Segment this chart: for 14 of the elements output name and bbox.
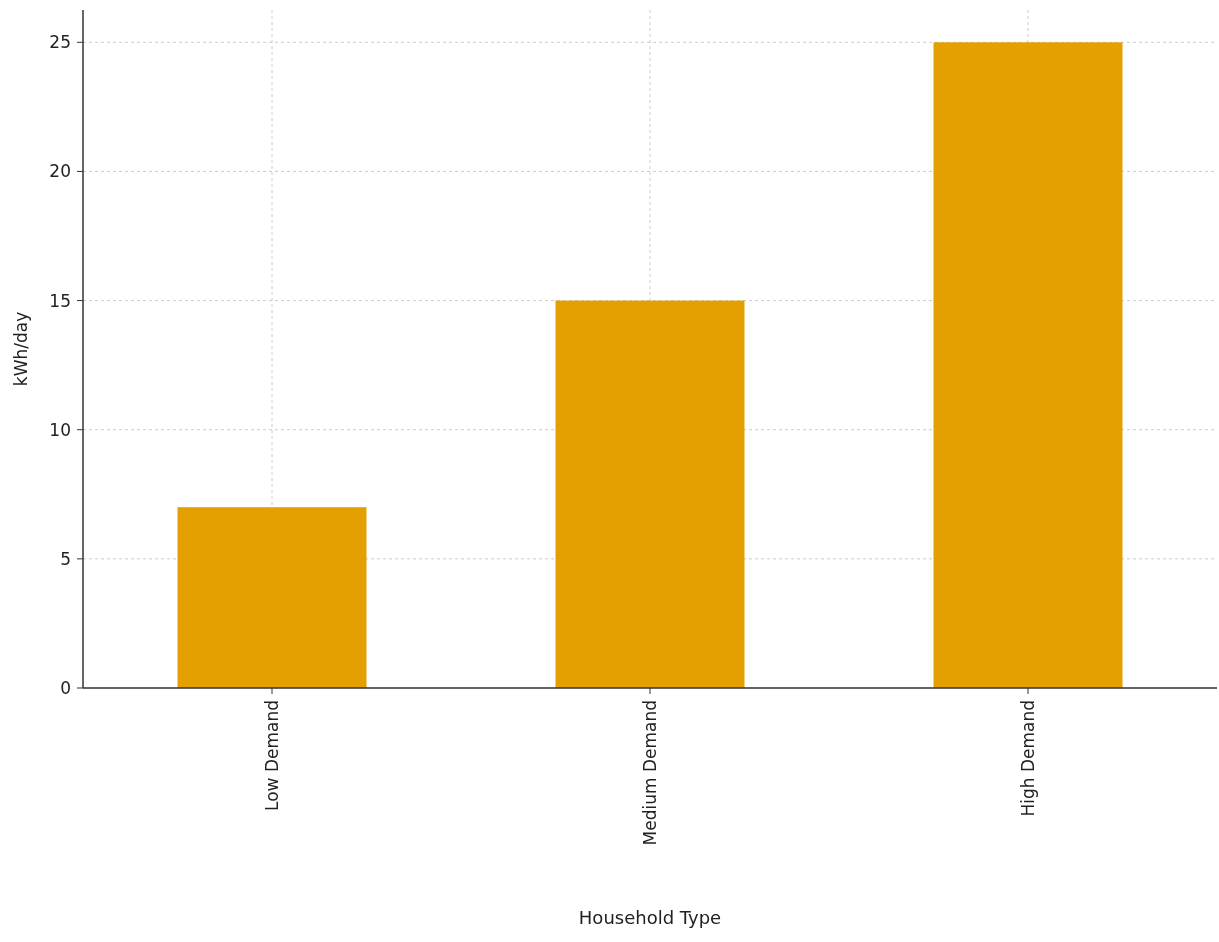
y-tick-label: 0: [60, 677, 71, 698]
bar: [555, 300, 745, 688]
y-tick-label: 25: [49, 32, 71, 53]
y-tick-label: 20: [49, 161, 71, 182]
bar: [177, 507, 367, 688]
y-tick-label: 10: [49, 419, 71, 440]
x-tick-label: Medium Demand: [639, 700, 660, 846]
y-axis-title: kWh/day: [11, 311, 31, 387]
x-axis-title: Household Type: [578, 907, 722, 928]
x-tick-label: Low Demand: [261, 700, 282, 811]
y-tick-label: 15: [49, 290, 71, 311]
x-tick-label: High Demand: [1017, 700, 1038, 817]
bar: [933, 42, 1123, 688]
y-tick-label: 5: [60, 548, 71, 569]
